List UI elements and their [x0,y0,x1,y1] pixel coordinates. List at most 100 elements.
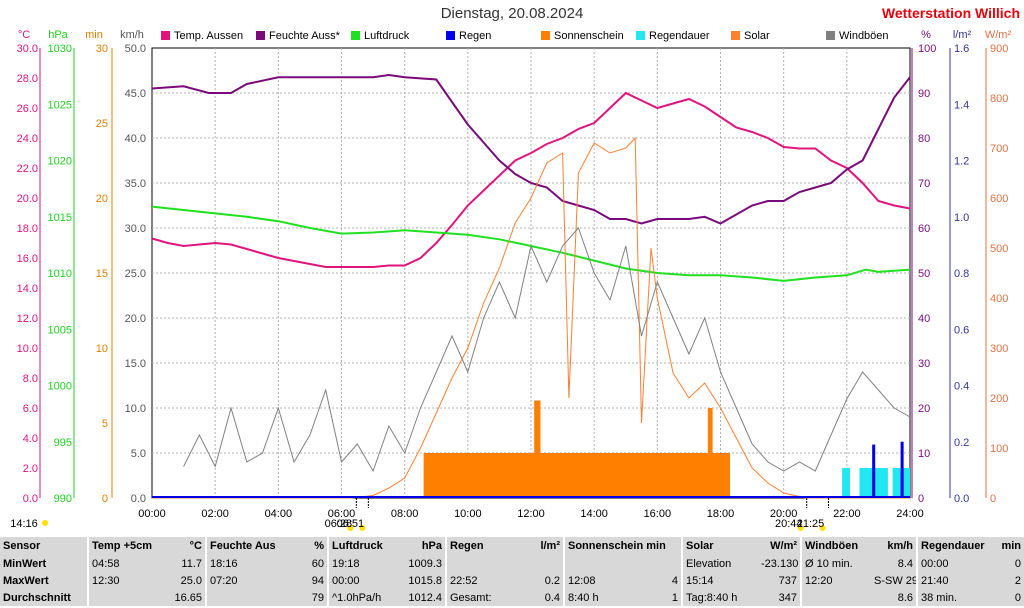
temp-axis-tick-label: 4.0 [23,433,38,445]
stats-cell: 79 [311,591,324,604]
stats-col-unit: km/h [887,540,914,552]
sun-marker-label: 06:51 [337,518,365,530]
solar-axis-tick-label: 0 [990,493,996,505]
sun-icon [42,520,48,526]
stats-cell: 1 [671,591,679,604]
legend-label: Windböen [839,30,889,42]
rain-axis-tick-label: 0.4 [954,381,969,393]
pressure-axis-unit: hPa [48,29,68,41]
temp-axis-tick-label: 0.0 [23,493,38,505]
wind-axis-tick-label: 15.0 [125,358,146,370]
legend-item: Sonnenschein [541,30,624,42]
humidity-axis-tick-label: 90 [918,88,930,100]
stats-cell: 04:58 [87,555,156,572]
humidity-axis-tick-label: 20 [918,403,930,415]
temp-axis-tick-label: 2.0 [23,463,38,475]
temp-axis-tick-label: 18.0 [17,223,38,235]
stats-col-title: Solar [681,537,759,555]
sun-icon [797,525,804,531]
legend-swatch [351,31,360,40]
rain-axis-unit: l/m² [953,29,972,41]
x-tick-label: 22:00 [833,508,861,520]
stats-table: Sensor Temp +5cm °C Feuchte Auss% Luftdru… [0,537,1024,606]
humidity-axis-tick-label: 10 [918,448,930,460]
stats-row-label: Durchschnitt [3,591,71,604]
x-tick-label: 14:00 [580,508,608,520]
stats-cell [512,555,564,572]
legend-swatch [731,31,740,40]
solar-axis-unit: W/m² [985,29,1012,41]
series-line-temp [151,91,911,268]
station-brand: Wetterstation Willich [881,5,1020,21]
stats-cell: 347 [778,591,798,604]
temp-axis-tick-label: 20.0 [17,193,38,205]
pressure-axis-tick-label: 990 [54,493,72,505]
wind-axis-tick-label: 5.0 [131,448,146,460]
sunshine-bar [534,400,541,498]
stats-cell: 12:20 [800,572,872,589]
pressure-axis-tick-label: 1025 [48,99,72,111]
stats-cell: 1012.4 [408,591,442,604]
stats-col-unit: W/m² [770,540,798,552]
wind-axis-tick-label: 45.0 [125,88,146,100]
stats-cell: Gesamt: [445,589,512,606]
stats-cell: 1015.8 [408,574,442,587]
wind-axis-tick-label: 25.0 [125,268,146,280]
stats-row-label: MaxWert [3,574,49,587]
x-tick-label: 06:00 [328,508,356,520]
stats-col-title: Feuchte Auss [205,537,276,555]
temp-axis-tick-label: 14.0 [17,283,38,295]
stats-cell: 12:30 [87,572,156,589]
legend-swatch [256,31,265,40]
humidity-axis-tick-label: 30 [918,358,930,370]
stats-cell [87,589,156,606]
sun-marker-label: 06:28 [325,518,353,530]
rain-axis-tick-label: 1.2 [954,156,969,168]
corner-time-label: 14:16 [10,518,38,530]
minutes-axis-tick-label: 30 [96,43,108,55]
wind-axis-unit: km/h [120,29,144,41]
x-tick-label: 18:00 [707,508,735,520]
stats-cell: 8.4 [897,557,914,570]
wind-axis-tick-label: 30.0 [125,223,146,235]
legend-item: Solar [731,30,770,42]
pressure-axis-tick-label: 1000 [48,381,72,393]
stats-cell: Tag:8:40 h [681,589,759,606]
x-tick-label: 10:00 [454,508,482,520]
pressure-axis-tick-label: 1015 [48,212,72,224]
wind-axis-tick-label: 40.0 [125,133,146,145]
minutes-axis-tick-label: 25 [96,118,108,130]
stats-col-title: Regen [445,537,512,555]
humidity-axis-tick-label: 40 [918,313,930,325]
stats-cell: 16.65 [174,591,202,604]
sun-icon [347,525,354,531]
stats-cell: 12:08 [563,572,640,589]
temp-axis-tick-label: 8.0 [23,373,38,385]
stats-cell: 22:52 [445,572,512,589]
series-line-pressure [151,205,911,282]
minutes-axis-tick-label: 0 [102,493,108,505]
stats-cell [205,589,276,606]
wind-axis-tick-label: 0.0 [131,493,146,505]
temp-axis-tick-label: 22.0 [17,163,38,175]
pressure-axis-tick-label: 995 [54,437,72,449]
stats-cell: 0.4 [544,591,560,604]
sun-icon [819,525,826,531]
legend-item: Feuchte Auss* [256,30,340,42]
stats-cell: 0 [1014,557,1022,570]
minutes-axis-unit: min [85,29,103,41]
stats-cell: 00:00 [916,555,988,572]
rain-axis-tick-label: 0.6 [954,324,969,336]
stats-cell: ^1.0hPa/h [327,589,394,606]
legend-swatch [541,31,550,40]
solar-axis-tick-label: 300 [990,343,1008,355]
stats-cell: 737 [778,574,798,587]
legend-item: Windböen [826,30,889,42]
rain-bar [900,441,904,498]
pressure-axis-tick-label: 1020 [48,156,72,168]
temp-axis-unit: °C [18,29,30,41]
temp-axis-tick-label: 24.0 [17,133,38,145]
legend-label: Regendauer [649,30,710,42]
minutes-axis-tick-label: 15 [96,268,108,280]
stats-cell [640,555,682,572]
